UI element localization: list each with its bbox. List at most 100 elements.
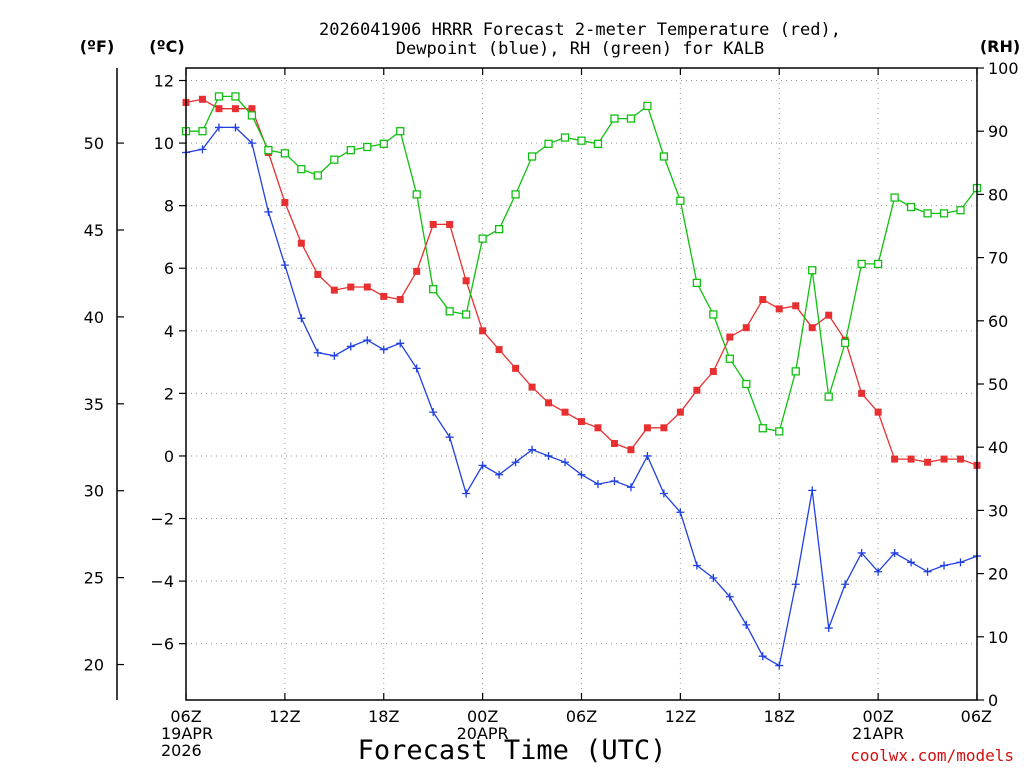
chart-title-line-2: Dewpoint (blue), RH (green) for KALB bbox=[396, 39, 764, 59]
dewpoint-point bbox=[758, 652, 767, 661]
dewpoint-point bbox=[692, 561, 701, 570]
rh-point bbox=[429, 285, 438, 294]
dewpoint-point bbox=[330, 351, 339, 360]
dewpoint-point bbox=[676, 508, 685, 517]
time-tick-label: 12Z bbox=[665, 707, 696, 726]
2-meter-temperature-point bbox=[825, 311, 833, 319]
2-meter-temperature-point bbox=[545, 399, 553, 407]
rh-point bbox=[445, 307, 454, 316]
rh-point bbox=[396, 127, 405, 136]
2-meter-temperature-point bbox=[363, 283, 371, 291]
rh-point bbox=[841, 338, 850, 348]
rh-point bbox=[890, 193, 899, 202]
dewpoint-point bbox=[808, 486, 817, 495]
rh-tick-label: 40 bbox=[988, 438, 1008, 457]
celsius-tick-label: −2 bbox=[150, 510, 174, 529]
2-meter-temperature-point bbox=[561, 408, 569, 416]
rh-point bbox=[610, 114, 619, 123]
rh-point bbox=[313, 171, 322, 180]
fahrenheit-tick-label: 50 bbox=[84, 134, 104, 153]
rh-point bbox=[643, 101, 652, 111]
dewpoint-point bbox=[923, 567, 932, 576]
dewpoint-point bbox=[956, 558, 965, 567]
rh-point bbox=[775, 427, 784, 436]
rh-point bbox=[676, 196, 685, 205]
rh-point bbox=[346, 146, 355, 155]
2-meter-temperature-point bbox=[380, 292, 388, 300]
rh-point bbox=[725, 354, 734, 363]
fahrenheit-tick-label: 45 bbox=[84, 221, 104, 240]
series-layer bbox=[181, 92, 982, 670]
rh-point bbox=[560, 133, 570, 142]
dewpoint-point bbox=[907, 558, 916, 567]
2-meter-temperature-point bbox=[676, 408, 684, 416]
dewpoint-point bbox=[841, 580, 850, 589]
rh-point bbox=[873, 259, 883, 269]
celsius-tick-label: 6 bbox=[164, 259, 174, 278]
dewpoint-point bbox=[610, 476, 619, 485]
2-meter-temperature-point bbox=[891, 455, 899, 463]
rh-point bbox=[923, 209, 932, 218]
dewpoint-point bbox=[626, 483, 635, 492]
rh-point bbox=[494, 225, 504, 234]
rh-tick-label: 100 bbox=[988, 59, 1019, 78]
celsius-unit-label: (ºC) bbox=[149, 37, 184, 56]
2-meter-temperature-point bbox=[446, 220, 454, 228]
rh-point bbox=[758, 424, 767, 433]
rh-point bbox=[742, 379, 751, 389]
rh-point bbox=[297, 164, 306, 174]
dewpoint-point bbox=[280, 261, 289, 270]
rh-point bbox=[791, 367, 800, 376]
fahrenheit-tick-label: 30 bbox=[84, 482, 104, 501]
2-meter-temperature-point bbox=[957, 455, 965, 463]
dewpoint-point bbox=[824, 624, 833, 633]
2-meter-temperature-point bbox=[248, 105, 256, 113]
rh-point bbox=[511, 190, 520, 199]
2-meter-temperature-point bbox=[874, 408, 882, 416]
celsius-tick-label: 8 bbox=[164, 197, 174, 216]
2-meter-temperature-point bbox=[726, 333, 734, 341]
fahrenheit-tick-label: 25 bbox=[84, 569, 104, 588]
time-tick-label: 18Z bbox=[368, 707, 399, 726]
celsius-tick-label: −4 bbox=[150, 572, 174, 591]
rh-tick-label: 10 bbox=[988, 628, 1008, 647]
dewpoint-point bbox=[544, 451, 553, 460]
dewpoint-point bbox=[297, 314, 306, 323]
rh-point bbox=[363, 142, 372, 152]
2-meter-temperature-point bbox=[709, 367, 717, 375]
2-meter-temperature-point bbox=[330, 286, 338, 294]
2-meter-temperature-point bbox=[462, 277, 470, 285]
dewpoint-point bbox=[198, 145, 207, 154]
time-tick-label: 00Z bbox=[862, 707, 893, 726]
dewpoint-point bbox=[528, 445, 537, 454]
2-meter-temperature-point bbox=[858, 389, 866, 397]
rh-point bbox=[264, 146, 273, 155]
rh-point bbox=[280, 149, 290, 158]
fahrenheit-tick-label: 40 bbox=[84, 308, 104, 327]
rh-tick-label: 90 bbox=[988, 122, 1008, 141]
dewpoint-point bbox=[412, 364, 421, 373]
2-meter-temperature-point bbox=[693, 386, 701, 394]
rh-point bbox=[692, 278, 702, 288]
time-tick-label: 06Z bbox=[566, 707, 597, 726]
2-meter-temperature-point bbox=[396, 296, 404, 304]
celsius-tick-label: −6 bbox=[150, 635, 174, 654]
2-meter-temperature-point bbox=[742, 324, 750, 332]
dewpoint-point bbox=[709, 573, 718, 582]
fahrenheit-tick-label: 35 bbox=[84, 395, 104, 414]
2-meter-temperature-point bbox=[792, 302, 800, 310]
rh-point bbox=[956, 206, 965, 215]
2-meter-temperature-point bbox=[594, 424, 602, 432]
dewpoint-point bbox=[791, 580, 800, 589]
dewpoint-point bbox=[561, 458, 570, 467]
2-meter-temperature-point bbox=[347, 283, 355, 291]
dewpoint-point bbox=[874, 567, 883, 576]
rh-point bbox=[857, 259, 866, 269]
time-tick-label: 06Z bbox=[961, 707, 992, 726]
dewpoint-point bbox=[247, 139, 256, 148]
2-meter-temperature-point bbox=[413, 267, 421, 275]
rh-point bbox=[231, 92, 240, 101]
dewpoint-point bbox=[478, 461, 487, 470]
